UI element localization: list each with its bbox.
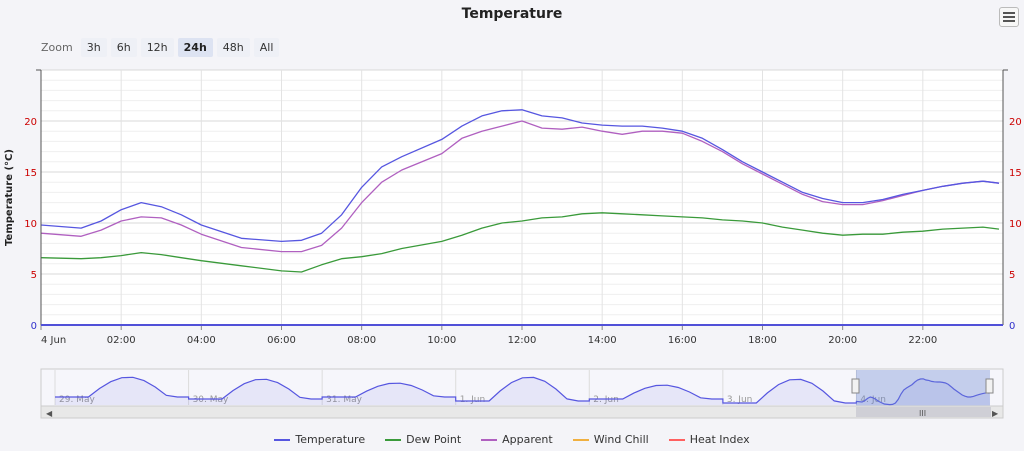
legend-item-heat-index[interactable]: Heat Index (668, 433, 750, 446)
legend-item-wind-chill[interactable]: Wind Chill (572, 433, 649, 446)
navigator-date-label: 1. Jun (460, 395, 486, 405)
x-tick-label: 10:00 (427, 335, 456, 346)
scroll-grip-icon: III (919, 409, 926, 418)
x-tick-label: 18:00 (748, 335, 777, 346)
navigator-date-label: 30. May (193, 395, 229, 405)
y-tick-label-left: 5 (31, 270, 37, 281)
y-tick-label-right: 0 (1009, 321, 1015, 332)
navigator-scrollbar-thumb[interactable] (856, 407, 991, 417)
navigator-date-label: 31. May (326, 395, 362, 405)
y-tick-label-left: 20 (24, 117, 37, 128)
legend-swatch (481, 438, 498, 441)
navigator-selection[interactable] (856, 370, 990, 406)
y-tick-label-right: 10 (1009, 219, 1022, 230)
navigator[interactable]: 29. May 30. May 31. May 1. Jun 2. Jun 3. Jun 4… (0, 365, 1024, 425)
legend-swatch (274, 438, 291, 441)
y-tick-label-left: 15 (24, 168, 37, 179)
navigator-date-label: 3. Jun (727, 395, 753, 405)
legend: Temperature Dew Point Apparent Wind Chil… (0, 433, 1024, 446)
zoom-label: Zoom (41, 41, 73, 54)
x-tick-label: 08:00 (347, 335, 376, 346)
legend-label: Temperature (295, 433, 366, 446)
zoom-24h-button[interactable]: 24h (177, 38, 213, 57)
zoom-6h-button[interactable]: 6h (110, 38, 137, 57)
x-tick-label: 14:00 (588, 335, 617, 346)
zoom-3h-button[interactable]: 3h (80, 38, 107, 57)
legend-item-dew-point[interactable]: Dew Point (385, 433, 461, 446)
menu-bar-icon (1003, 16, 1015, 18)
zoom-12h-button[interactable]: 12h (140, 38, 174, 57)
chart-title: Temperature (461, 6, 563, 22)
navigator-date-label: 29. May (59, 395, 95, 405)
series-line-temperature (40, 109, 1000, 243)
navigator-background (40, 368, 1004, 407)
zoom-bar: Zoom 3h 6h 12h 24h 48h All (41, 38, 283, 57)
legend-label: Heat Index (689, 433, 750, 446)
navigator-series-line (55, 376, 990, 406)
scroll-left-arrow-icon[interactable]: ◀ (46, 409, 53, 418)
x-tick-label: 04:00 (187, 335, 216, 346)
navigator-area (55, 377, 990, 405)
x-tick-label: 20:00 (828, 335, 857, 346)
zoom-48h-button[interactable]: 48h (216, 38, 250, 57)
y-axis-title: Temperature (°C) (4, 149, 15, 246)
legend-item-temperature[interactable]: Temperature (274, 433, 365, 446)
legend-label: Apparent (502, 433, 553, 446)
x-tick-label: 06:00 (267, 335, 296, 346)
context-menu-button[interactable] (999, 7, 1019, 27)
navigator-date-label: 2. Jun (593, 395, 619, 405)
y-tick-label-right: 20 (1009, 117, 1022, 128)
navigator-date-label: 4. Jun (860, 395, 886, 405)
legend-label: Wind Chill (593, 433, 649, 446)
navigator-scrollbar-track[interactable] (40, 405, 1004, 419)
series-line-apparent (40, 120, 1000, 253)
y-tick-label-right: 15 (1009, 168, 1022, 179)
y-tick-label-left: 0 (31, 321, 37, 332)
y-tick-label-right: 5 (1009, 270, 1015, 281)
legend-swatch (572, 438, 589, 441)
x-tick-label: 16:00 (668, 335, 697, 346)
x-tick-label: 02:00 (107, 335, 136, 346)
x-tick-label: 4 Jun (41, 335, 66, 346)
series-line-dew-point (40, 212, 1000, 273)
zoom-all-button[interactable]: All (253, 38, 280, 57)
main-chart: 4 Jun 02:00 04:00 06:00 08:00 10:00 12:00 14:00… (4, 69, 1022, 346)
legend-label: Dew Point (406, 433, 462, 446)
x-tick-label: 22:00 (908, 335, 937, 346)
menu-bar-icon (1003, 20, 1015, 22)
legend-swatch (385, 438, 402, 441)
navigator-handle-left[interactable] (851, 378, 860, 394)
y-tick-label-left: 10 (24, 219, 37, 230)
legend-swatch (668, 438, 685, 441)
legend-item-apparent[interactable]: Apparent (481, 433, 553, 446)
menu-bar-icon (1003, 12, 1015, 14)
scroll-right-arrow-icon[interactable]: ▶ (992, 409, 999, 418)
navigator-handle-right[interactable] (985, 378, 994, 394)
x-tick-label: 12:00 (508, 335, 537, 346)
